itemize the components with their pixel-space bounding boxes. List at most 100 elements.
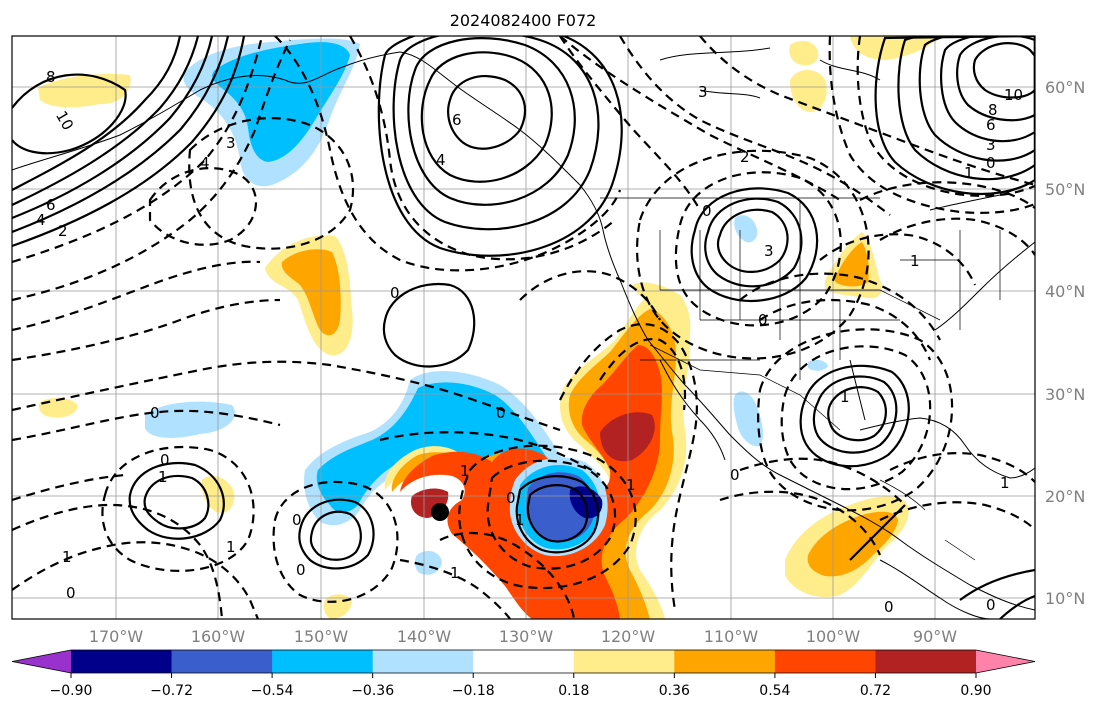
colorbar-extension-high xyxy=(976,650,1035,673)
colorbar-tick-label: 0.90 xyxy=(960,683,991,699)
contour-label: 3 xyxy=(226,134,236,152)
contour-label: 4 xyxy=(200,154,210,172)
lon-label: 170°W xyxy=(89,627,144,646)
shaded-field xyxy=(38,36,940,619)
shade-positive-tc-e xyxy=(600,412,655,462)
contour-label: 1 xyxy=(1000,474,1010,492)
colorbar-tick-label: −0.90 xyxy=(50,683,93,699)
shade-negative-central-b xyxy=(316,382,578,545)
contour-label: 0 xyxy=(150,404,160,422)
contour-label: 1 xyxy=(626,476,636,494)
map-layers: 8 10 6 4 2 4 6 4 3 10 8 6 3 0 1 2 3 0 3 … xyxy=(12,36,1035,619)
lat-label: 60°N xyxy=(1045,78,1085,97)
colorbar-tick-label: −0.36 xyxy=(351,683,394,699)
contour-lines xyxy=(12,36,1035,619)
colorbar-tick-labels: −0.90 −0.72 −0.54 −0.36 −0.18 0.18 0.36 0.54 0.7… xyxy=(50,673,992,699)
contour-label: 6 xyxy=(986,116,996,134)
shade-positive-mexico-b xyxy=(807,511,898,577)
contour-label: 0 xyxy=(986,596,996,614)
shade-positive-northeast xyxy=(850,36,940,60)
contour-label: 3 xyxy=(764,242,774,260)
contour-label: 1 xyxy=(840,388,850,406)
contour-label: 1 xyxy=(910,252,920,270)
figure-title: 2024082400 F072 xyxy=(450,11,597,30)
shade-negative-gulf-ca xyxy=(733,391,763,447)
colorbar-tick-label: −0.18 xyxy=(452,683,495,699)
colorbar-bin xyxy=(674,650,776,673)
contour-label: 0 xyxy=(292,511,302,529)
colorbar-bin xyxy=(272,650,374,673)
lon-label: 140°W xyxy=(397,627,452,646)
contour-label: 1 xyxy=(450,564,460,582)
contour-label: 3 xyxy=(986,136,996,154)
contour-label: 0 xyxy=(296,561,306,579)
contour-label: 3 xyxy=(698,83,708,101)
lon-label: 110°W xyxy=(704,627,759,646)
contour-label: 1 xyxy=(460,462,470,480)
colorbar xyxy=(11,649,1036,674)
shade-positive-nw xyxy=(38,74,131,108)
contour-label: 4 xyxy=(36,211,46,229)
colorbar-bin xyxy=(774,650,876,673)
lat-label: 50°N xyxy=(1045,180,1085,199)
graticule xyxy=(12,36,1035,619)
shade-positive-midpac-inner xyxy=(281,249,341,336)
lat-label: 40°N xyxy=(1045,282,1085,301)
map-frame xyxy=(11,35,1036,620)
lat-label: 20°N xyxy=(1045,487,1085,506)
colorbar-bin xyxy=(875,650,977,673)
contour-label: 6 xyxy=(46,196,56,214)
colorbar-bin xyxy=(71,650,173,673)
contour-label: 0 xyxy=(496,404,506,422)
contour-label: 0 xyxy=(702,202,712,220)
lon-label: 130°W xyxy=(499,627,554,646)
political-borders xyxy=(600,197,1001,561)
contour-label: 8 xyxy=(46,68,56,86)
contour-label: 1 xyxy=(515,511,525,529)
colorbar-tick-label: −0.54 xyxy=(251,683,294,699)
contour-label-group: 8 10 6 4 2 4 6 4 3 10 8 6 3 0 1 2 3 0 3 … xyxy=(36,68,1023,616)
lat-label: 10°N xyxy=(1045,589,1085,608)
longitude-labels: 170°W 160°W 150°W 140°W 130°W 120°W 110°… xyxy=(89,627,957,646)
colorbar-tick-label: −0.72 xyxy=(150,683,193,699)
contour-label: 0 xyxy=(730,466,740,484)
contour-label: 6 xyxy=(452,111,462,129)
lon-label: 120°W xyxy=(601,627,656,646)
contour-label: 1 xyxy=(62,548,72,566)
contour-label: 0 xyxy=(506,489,516,507)
contour-label: 4 xyxy=(436,151,446,169)
contour-label: 0 xyxy=(758,311,768,329)
contour-label: 2 xyxy=(740,148,750,166)
colorbar-tick-label: 0.72 xyxy=(860,683,891,699)
shade-negative-texas xyxy=(808,359,828,371)
colorbar-bin xyxy=(372,650,474,673)
lon-label: 160°W xyxy=(191,627,246,646)
colorbar-bin xyxy=(171,650,273,673)
latitude-labels: 60°N 50°N 40°N 30°N 20°N 10°N xyxy=(1045,78,1085,608)
lat-label: 30°N xyxy=(1045,385,1085,404)
tc-center-marker xyxy=(431,503,449,521)
contour-label: 0 xyxy=(390,284,400,302)
lon-label: 150°W xyxy=(294,627,349,646)
colorbar-bin xyxy=(573,650,675,673)
colorbar-bin xyxy=(473,650,575,673)
colorbar-extension-low xyxy=(12,650,71,673)
contour-label: 10 xyxy=(1004,86,1023,104)
contour-label: 1 xyxy=(964,164,974,182)
colorbar-tick-label: 0.54 xyxy=(759,683,790,699)
contour-label: 8 xyxy=(988,101,998,119)
lon-label: 90°W xyxy=(913,627,957,646)
contour-label: 0 xyxy=(66,584,76,602)
contour-label: 0 xyxy=(986,154,996,172)
contour-label: 0 xyxy=(160,451,170,469)
contour-label: 0 xyxy=(884,598,894,616)
shade-positive-canada-a xyxy=(789,40,819,66)
shade-negative-alaska-inner xyxy=(212,42,350,162)
lon-label: 100°W xyxy=(806,627,861,646)
contour-label: 2 xyxy=(58,222,68,240)
contour-label: 1 xyxy=(158,468,168,486)
contour-label: 1 xyxy=(226,538,236,556)
colorbar-tick-label: 0.18 xyxy=(558,683,589,699)
colorbar-tick-label: 0.36 xyxy=(659,683,690,699)
